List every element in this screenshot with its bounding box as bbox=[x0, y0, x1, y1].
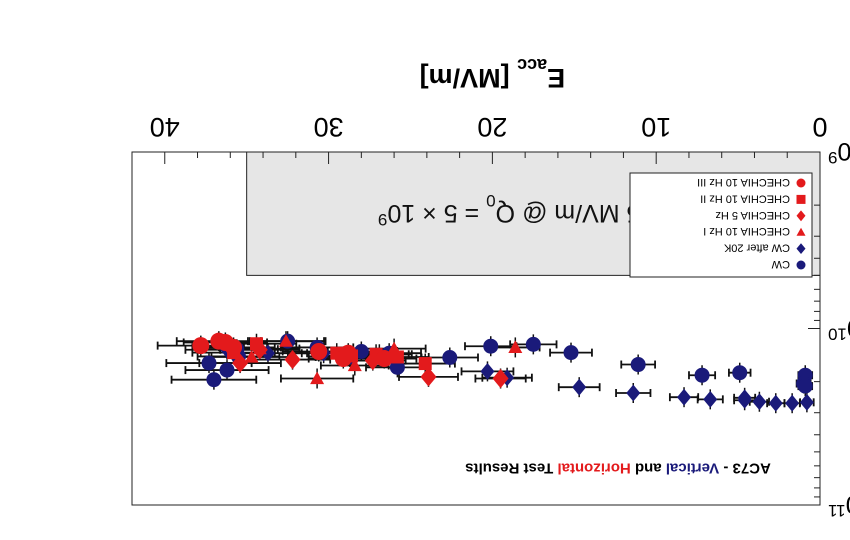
chechia-10-hz-ii-point bbox=[249, 337, 263, 351]
legend-label: CHECHIA 10 Hz III bbox=[697, 176, 790, 188]
cw-after-20k-point bbox=[799, 393, 814, 411]
legend-label: CW bbox=[771, 258, 790, 270]
title-part: and bbox=[631, 459, 666, 476]
cw-point bbox=[206, 372, 222, 388]
legend-label: CHECHIA 10 Hz I bbox=[703, 225, 790, 237]
chechia-10-hz-i-point bbox=[244, 349, 259, 363]
x-tick-labels: 0 10 20 30 40 bbox=[150, 112, 828, 142]
cw-point bbox=[563, 345, 579, 361]
chechia-10-hz-iii-point bbox=[192, 337, 210, 355]
chechia-10-hz-iii-point bbox=[339, 344, 357, 362]
y-tick-label: 1010 bbox=[828, 314, 850, 345]
cw-point bbox=[732, 365, 748, 381]
legend-marker bbox=[796, 227, 806, 236]
x-tick-label: 20 bbox=[477, 112, 507, 142]
chechia-10-hz-i-point bbox=[278, 334, 293, 347]
cw-point bbox=[525, 336, 541, 352]
x-tick-label: 10 bbox=[641, 112, 671, 142]
chechia-10-hz-ii-point bbox=[390, 350, 404, 364]
title-part: Horizontal bbox=[557, 459, 630, 476]
legend-marker bbox=[796, 260, 806, 270]
chechia-10-hz-i-point bbox=[508, 340, 523, 354]
cw-point bbox=[797, 378, 813, 394]
cw-after-20k-point bbox=[572, 378, 587, 396]
cw-point bbox=[442, 350, 458, 366]
y-tick-label: 109 bbox=[828, 137, 850, 168]
cw-after-20k-point bbox=[737, 389, 752, 407]
chechia-10-hz-iii-point bbox=[375, 350, 393, 368]
cw-point bbox=[694, 367, 710, 383]
cw-point bbox=[630, 357, 646, 373]
cw-point bbox=[483, 338, 499, 354]
cw-after-20k-point bbox=[480, 362, 495, 380]
title-part: Vertical bbox=[666, 459, 719, 476]
legend-marker bbox=[796, 194, 806, 204]
x-tick-label: 40 bbox=[150, 112, 180, 142]
cw-point bbox=[201, 355, 217, 371]
cw-after-20k-point bbox=[785, 394, 800, 412]
cw-point bbox=[389, 359, 405, 375]
legend-marker bbox=[796, 243, 806, 254]
cw-point bbox=[219, 362, 235, 378]
chechia-5-hz-point bbox=[420, 367, 437, 387]
cw-after-20k-point bbox=[703, 390, 718, 408]
legend-box bbox=[629, 172, 813, 278]
plot-frame bbox=[131, 151, 821, 506]
chart-title: AC73 - Vertical and Horizontal Test Resu… bbox=[465, 459, 771, 476]
legend-label: CHECHIA 10 Hz II bbox=[700, 192, 790, 204]
legend-label: CW after 20K bbox=[723, 242, 790, 254]
x-tick-label: 30 bbox=[314, 112, 344, 142]
chechia-10-hz-iii-point bbox=[210, 332, 228, 350]
data-markers bbox=[192, 332, 814, 412]
title-part: Test Results bbox=[465, 459, 557, 476]
cw-after-20k-point bbox=[626, 384, 641, 402]
title-part: AC73 - bbox=[719, 459, 771, 476]
cw-after-20k-point bbox=[752, 393, 767, 411]
x-tick-label: 0 bbox=[812, 112, 827, 142]
legend: CW CW after 20K CHECHIA 10 Hz I CHECHIA 5 H… bbox=[629, 172, 813, 278]
cw-after-20k-point bbox=[677, 388, 692, 406]
chechia-10-hz-ii-point bbox=[418, 357, 432, 371]
cw-after-20k-point bbox=[768, 394, 783, 412]
rotated-figure: TESLA-800 35 MV/m @ Q0 = 5 × 109 AC73 - … bbox=[131, 55, 850, 521]
chechia-10-hz-i-point bbox=[310, 371, 325, 385]
x-axis-label: Eacc [MV/m] bbox=[420, 55, 566, 93]
legend-label: CHECHIA 5 Hz bbox=[715, 209, 790, 221]
legend-marker bbox=[796, 210, 806, 222]
chechia-5-hz-point bbox=[232, 353, 249, 373]
chechia-10-hz-iii-point bbox=[310, 343, 328, 361]
chechia-10-hz-i-point bbox=[347, 358, 362, 372]
legend-marker bbox=[796, 178, 806, 188]
